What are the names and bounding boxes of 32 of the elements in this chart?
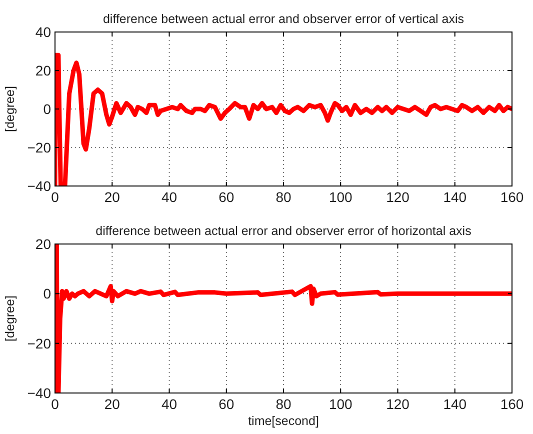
chart-title: difference between actual error and observer error of horizontal axis bbox=[96, 224, 472, 238]
x-tick-label: 100 bbox=[328, 189, 353, 205]
y-tick-label: 20 bbox=[35, 236, 52, 252]
x-tick-label: 40 bbox=[161, 396, 178, 412]
x-tick-label: 80 bbox=[276, 396, 292, 412]
y-axis-title: [degree] bbox=[3, 296, 17, 342]
y-tick-label: 0 bbox=[43, 286, 52, 302]
x-tick-label: 80 bbox=[276, 189, 292, 205]
line-series bbox=[55, 244, 512, 393]
y-tick-label: 40 bbox=[35, 24, 52, 40]
line-series bbox=[55, 52, 512, 186]
y-tick-label: −20 bbox=[27, 140, 52, 156]
x-tick-label: 160 bbox=[500, 189, 524, 205]
y-tick-label: 20 bbox=[35, 62, 52, 78]
chart-title: difference between actual error and observer error of vertical axis bbox=[102, 12, 464, 26]
x-tick-label: 120 bbox=[386, 396, 410, 412]
x-tick-label: 140 bbox=[443, 189, 467, 205]
y-tick-label: −40 bbox=[27, 385, 52, 401]
y-axis-title: [degree] bbox=[3, 86, 17, 132]
x-tick-label: 160 bbox=[500, 396, 524, 412]
x-axis-title: time[second] bbox=[248, 414, 319, 428]
y-tick-label: −20 bbox=[27, 335, 52, 352]
x-tick-label: 60 bbox=[218, 189, 234, 205]
x-tick-label: 40 bbox=[161, 189, 178, 205]
x-tick-label: 20 bbox=[104, 189, 120, 205]
x-tick-label: 20 bbox=[104, 396, 120, 412]
x-tick-label: 100 bbox=[328, 396, 353, 412]
x-tick-label: 120 bbox=[386, 189, 410, 205]
x-tick-label: 60 bbox=[218, 396, 234, 412]
y-tick-label: 0 bbox=[43, 101, 52, 117]
y-tick-label: −40 bbox=[27, 178, 52, 194]
x-tick-label: 140 bbox=[443, 396, 467, 412]
